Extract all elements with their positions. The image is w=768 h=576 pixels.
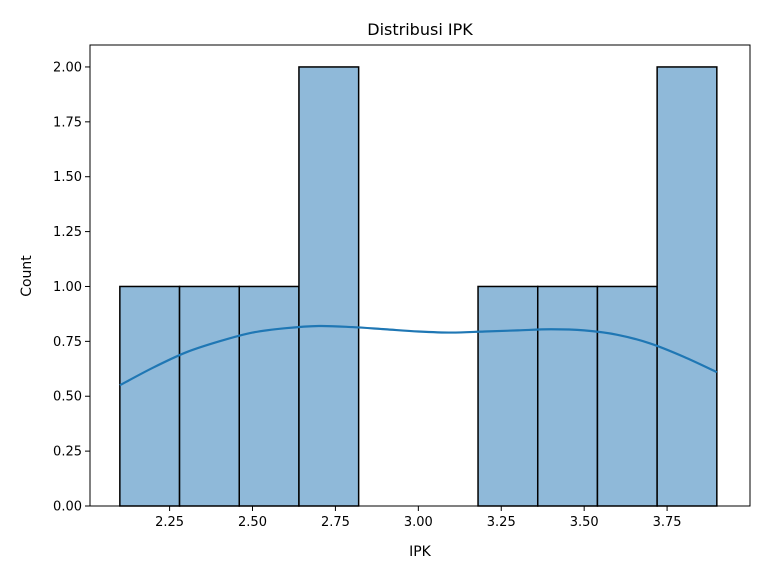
x-axis: 2.25 2.50 2.75 3.00 3.25 3.50 3.75 [155,506,682,530]
histogram-bar [477,285,539,507]
y-tick-label: 0.50 [53,390,82,405]
y-tick-label: 0.00 [53,500,82,515]
histogram-bar [178,285,240,507]
x-axis-label: IPK [409,544,432,560]
y-tick-label: 2.00 [53,60,82,75]
histogram-bar [238,285,300,507]
y-tick-label: 0.25 [53,445,82,460]
y-tick-label: 1.25 [53,225,82,240]
histogram-bar [596,285,658,507]
y-tick-label: 0.75 [53,335,82,350]
kde-curve [119,324,718,387]
y-tick-label: 1.75 [53,115,82,130]
y-axis: 0.00 0.25 0.50 0.75 1.00 1.25 1.50 1.75 2.00 [53,60,90,515]
histogram-bar [119,285,181,507]
y-tick-label: 1.50 [53,170,82,185]
bars-group [119,66,718,507]
y-axis-label: Count [19,255,35,297]
x-tick-label: 2.75 [321,515,350,530]
x-tick-label: 3.00 [404,515,433,530]
x-tick-label: 3.75 [653,515,682,530]
plot-area-frame [89,44,751,507]
x-tick-label: 2.50 [238,515,267,530]
x-tick-label: 3.25 [487,515,516,530]
chart-title: Distribusi IPK [367,20,473,39]
histogram-bar [536,285,599,507]
histogram-bar [298,66,360,507]
y-tick-label: 1.00 [53,280,82,295]
x-tick-label: 2.25 [155,515,184,530]
histogram-bar [656,66,718,507]
x-tick-label: 3.50 [570,515,599,530]
